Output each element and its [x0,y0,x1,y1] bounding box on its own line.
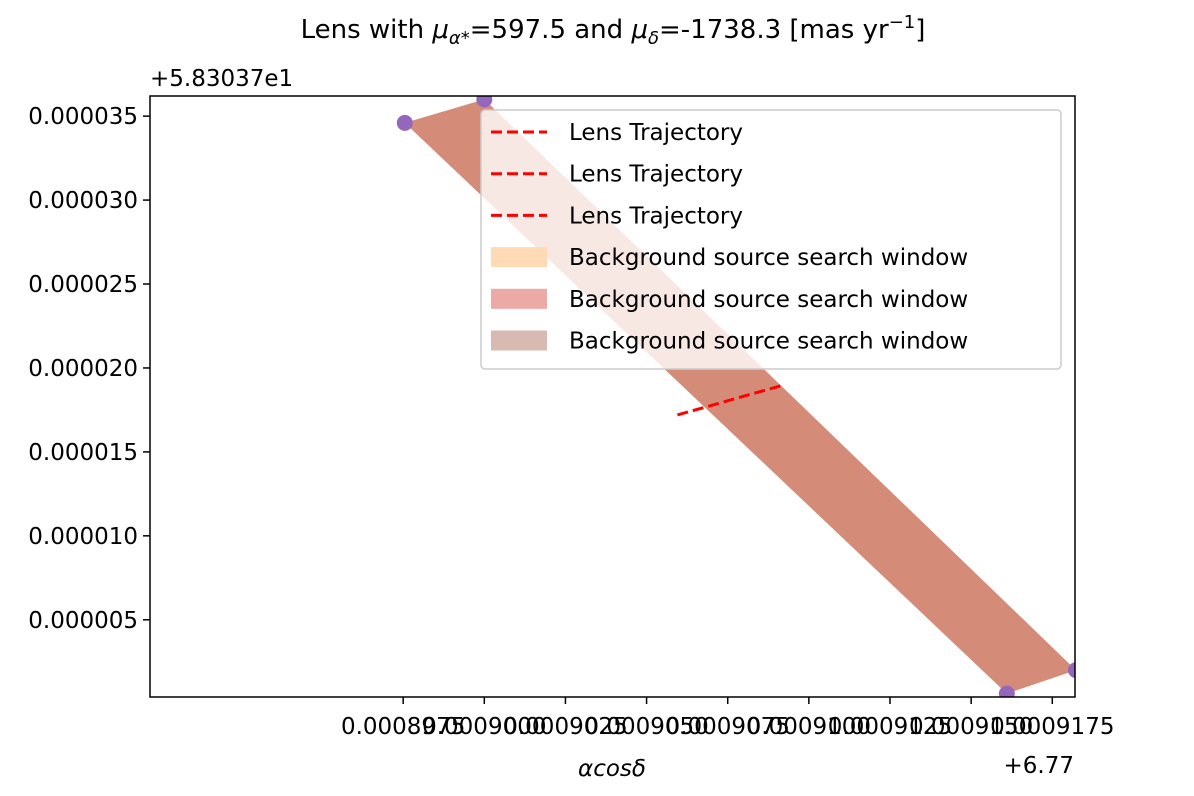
legend-label-2: Lens Trajectory [569,162,743,188]
y-ticks: 0.000005 0.000010 0.000015 0.000020 0.000025… [28,104,150,634]
legend-label-4: Background source search window [569,245,968,271]
legend-label-6: Background source search window [569,329,968,355]
lens-trajectory-line [677,383,785,417]
corner-point-1 [396,114,413,131]
title-sup: −1 [889,12,916,33]
y-tick-label-2: 0.000010 [28,524,138,550]
x-tick-label-6: 0.0009100 [747,714,871,740]
legend-box [480,109,1062,370]
x-tick-label-5: 0.0009075 [666,714,790,740]
title-sub-delta: δ [648,28,659,49]
title-eq2: =-1738.3 [mas yr [659,15,889,45]
x-tick-label-3: 0.0009025 [503,714,627,740]
corner-point-4 [1067,662,1075,679]
corner-points-layer [396,96,1075,697]
legend: Lens Trajectory Lens Trajectory Lens Traje… [480,109,1062,370]
x-tick-label-8: 0.0009150 [909,714,1033,740]
x-axis-label: αcosδ [578,756,646,782]
title-mu-delta: μ [630,15,648,45]
legend-patch-swatch-5 [491,288,547,309]
title-eq1: =597.5 and [470,15,632,45]
y-tick-label-5: 0.000025 [28,272,138,298]
x-tick-label-1: 0.0008975 [341,714,465,740]
x-offset-label: +6.77 [1004,753,1074,779]
x-tick-label-9: 0.0009175 [990,714,1114,740]
legend-label-5: Background source search window [569,287,968,313]
plot-frame [149,95,1076,698]
legend-label-3: Lens Trajectory [569,203,743,229]
x-tick-label-4: 0.0009050 [584,714,708,740]
y-offset-label: +5.83037e1 [150,66,293,92]
trajectory-layer [677,383,785,417]
legend-label-1: Lens Trajectory [569,120,743,146]
chart-title: Lens with μα*=597.5 and μδ=-1738.3 [mas … [301,12,926,49]
title-mu-alpha: μ [431,15,449,45]
y-tick-label-7: 0.000035 [28,104,138,130]
corner-point-2 [476,96,493,108]
title-sub-alpha: α* [449,28,470,49]
legend-entries: Lens Trajectory Lens Trajectory Lens Traje… [491,120,968,355]
x-ticks: 0.00089750.00090000.00090250.00090500.00… [341,697,1114,740]
y-tick-label-6: 0.000030 [28,188,138,214]
corner-point-3 [998,685,1015,697]
y-tick-label-1: 0.000005 [28,608,138,634]
x-tick-label-2: 0.0009000 [422,714,546,740]
y-tick-label-4: 0.000020 [28,356,138,382]
x-tick-label-7: 0.0009125 [828,714,952,740]
legend-patch-swatch-4 [491,247,547,268]
title-prefix: Lens with [301,15,433,45]
title-suffix: ] [915,15,925,45]
legend-patch-swatch-6 [491,330,547,351]
y-tick-label-3: 0.000015 [28,440,138,466]
